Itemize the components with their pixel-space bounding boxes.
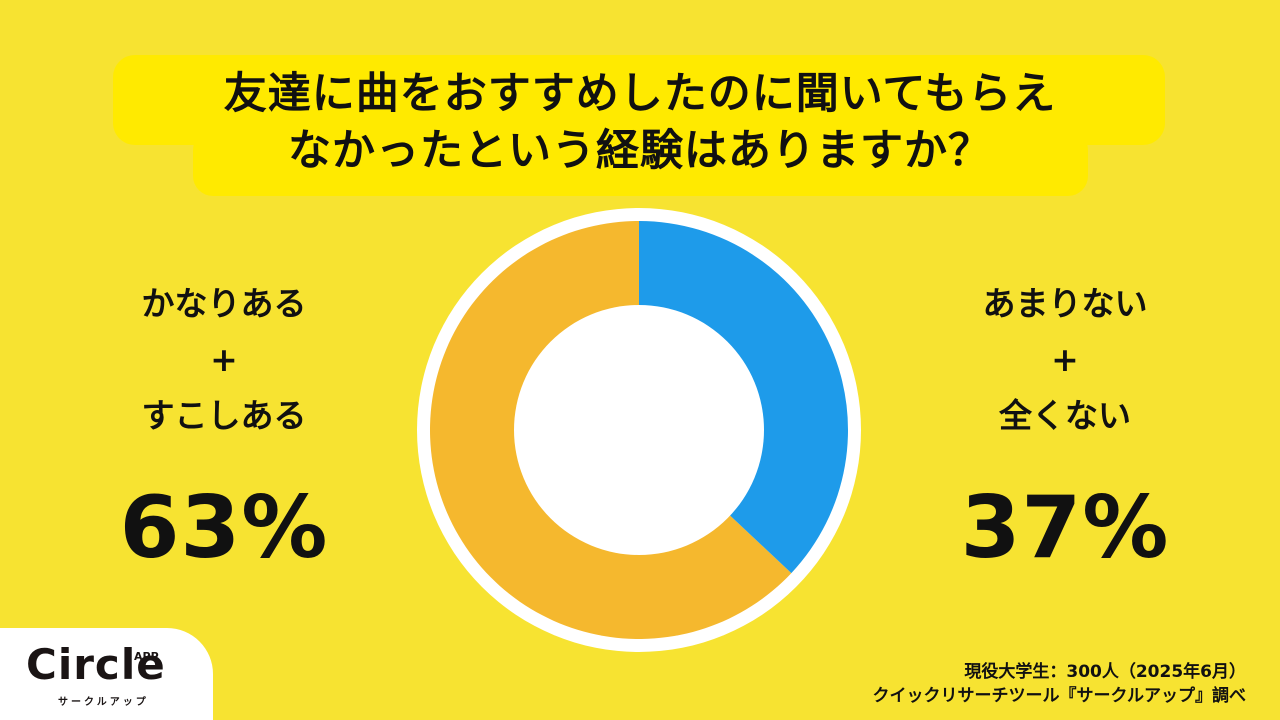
logo-wordmark: Circle: [26, 640, 166, 689]
legend-no-label1: あまりない: [982, 284, 1148, 323]
title-highlight-line2: [193, 130, 1088, 196]
legend-yes-label2: すこしある: [141, 396, 307, 435]
legend-no-plus: +: [1051, 340, 1079, 379]
legend-yes-label1: かなりある: [141, 284, 307, 323]
chart-title: 友達に曲をおすすめしたのに聞いてもらえ なかったという経験はありますか？: [100, 66, 1180, 180]
legend-yes-percent: 63%: [119, 478, 329, 578]
title-line2: なかったという経験はありますか？: [288, 126, 992, 176]
source-line1: 現役大学生：300人（2025年6月）: [964, 662, 1246, 682]
donut-chart: [417, 208, 861, 652]
source-line2: クイックリサーチツール『サークルアップ』調べ: [872, 686, 1247, 706]
donut-hole: [514, 305, 764, 555]
legend-yes-plus: +: [210, 340, 238, 379]
legend-no: あまりない + 全くない 37%: [935, 276, 1195, 578]
logo-kana: サークルアップ: [58, 697, 149, 708]
logo-superscript: APP: [134, 650, 159, 663]
legend-yes: かなりある + すこしある 63%: [94, 276, 354, 578]
legend-no-percent: 37%: [960, 478, 1170, 578]
title-line1: 友達に曲をおすすめしたのに聞いてもらえ: [223, 69, 1057, 119]
source-note: 現役大学生：300人（2025年6月） クイックリサーチツール『サークルアップ』…: [873, 660, 1247, 708]
logo-panel: [0, 628, 213, 720]
legend-no-label2: 全くない: [999, 396, 1131, 435]
